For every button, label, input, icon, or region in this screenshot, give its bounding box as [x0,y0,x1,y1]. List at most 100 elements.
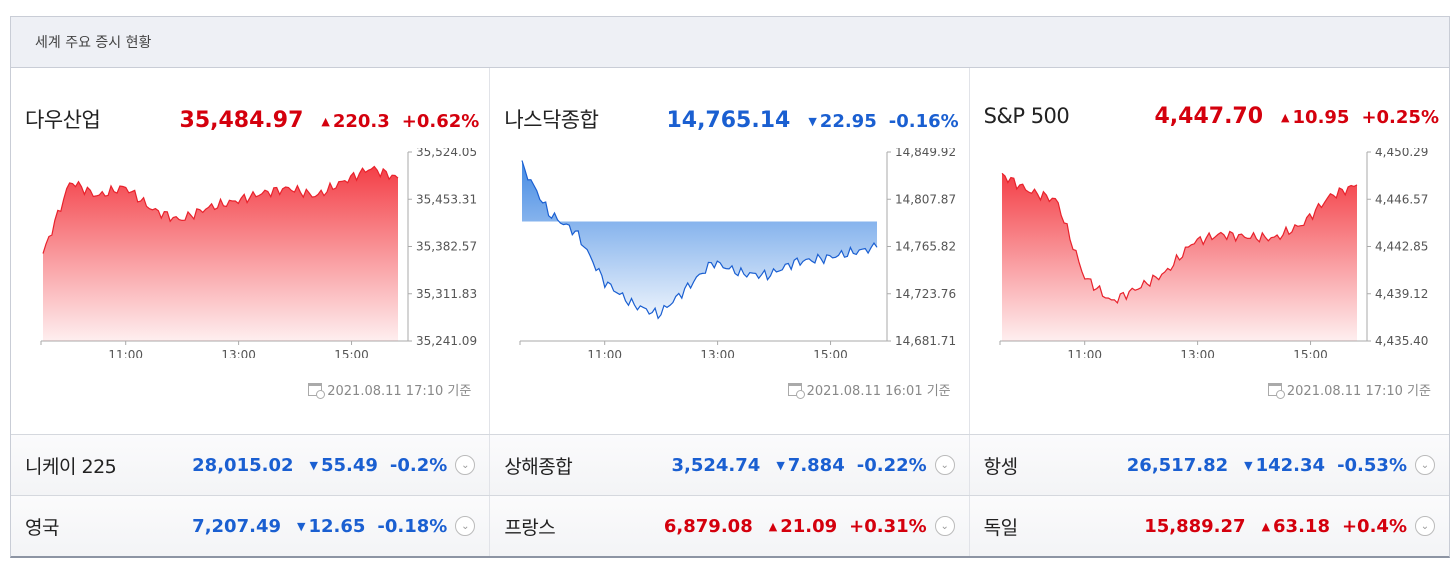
index-row: 영국 7,207.49 ▼ 12.65 -0.18% ⌄ 프랑스 6,879.08… [11,496,1449,556]
index-change: ▼ 142.34 [1244,454,1326,476]
index-value: 14,765.14 [666,108,791,133]
panel-header: 다우산업 35,484.97 ▲ 220.3 +0.62% [25,104,479,134]
x-tick-label: 11:00 [1067,348,1102,358]
arrow-up-icon: ▲ [1281,111,1290,124]
index-value: 26,517.82 [1126,454,1229,476]
index-change: ▼ 7.884 [776,454,845,476]
index-name: 상해종합 [504,455,573,478]
timestamp: 2021.08.11 16:01 기준 [787,380,951,399]
index-value: 3,524.74 [671,454,761,476]
index-item-uk[interactable]: 영국 7,207.49 ▼ 12.65 -0.18% ⌄ [11,496,491,556]
index-change: ▼ 12.65 [297,515,366,537]
index-rate: +0.25% [1361,107,1439,128]
series-line [521,160,878,320]
index-name: 프랑스 [504,516,556,539]
index-item-germany[interactable]: 독일 15,889.27 ▲ 63.18 +0.4% ⌄ [969,496,1449,556]
index-rate: -0.2% [389,454,448,476]
widget-header: 세계 주요 증시 현황 [11,17,1449,68]
y-tick-label: 4,435.40 [1375,334,1428,348]
y-tick-label: 14,807.87 [895,192,956,206]
arrow-down-icon: ▼ [776,458,785,472]
arrow-down-icon: ▼ [297,519,306,533]
y-tick-label: 14,681.71 [895,334,956,348]
index-value: 4,447.70 [1154,104,1264,129]
index-rate: -0.16% [888,111,959,132]
index-change: ▼ 55.49 [309,454,378,476]
chevron-down-icon[interactable]: ⌄ [934,516,955,536]
series-area [43,166,398,341]
arrow-up-icon: ▲ [321,115,330,128]
world-indices-widget: 세계 주요 증시 현황 다우산업 35,484.97 ▲ 220.3 +0.62%… [10,16,1450,558]
y-tick-label: 14,723.76 [895,287,956,301]
arrow-up-icon: ▲ [1261,519,1271,533]
index-value: 7,207.49 [192,515,281,537]
index-panel-dow[interactable]: 다우산업 35,484.97 ▲ 220.3 +0.62% 35,524.05 35… [11,68,491,434]
chevron-down-icon[interactable]: ⌄ [455,516,476,536]
timestamp: 2021.08.11 17:10 기준 [308,380,471,399]
y-tick-label: 35,241.09 [416,334,477,348]
x-tick-label: 13:00 [1180,348,1215,358]
chevron-down-icon[interactable]: ⌄ [934,455,955,475]
y-tick-label: 35,453.31 [416,192,477,206]
index-name: 항셍 [983,455,1018,478]
arrow-up-icon: ▲ [768,519,778,533]
index-panel-nasdaq[interactable]: 나스닥종합 14,765.14 ▼ 22.95 -0.16% 14,849.92 1… [490,68,970,434]
index-rate: -0.53% [1337,454,1407,476]
index-change: ▼ 22.95 [808,111,877,132]
series-line [1001,172,1357,305]
index-chart: 35,524.05 35,453.31 35,382.57 35,311.83 35,2… [40,148,477,358]
index-name: 니케이 225 [25,455,117,478]
index-name: S&P 500 [983,104,1070,128]
chevron-down-icon[interactable]: ⌄ [455,455,476,475]
x-tick-label: 11:00 [588,348,623,358]
panel-header: S&P 500 4,447.70 ▲ 10.95 +0.25% [984,104,1439,129]
index-row: 니케이 225 28,015.02 ▼ 55.49 -0.2% ⌄ 상해종합 3,… [11,435,1449,496]
index-rate: -0.22% [856,454,927,476]
index-chart: 14,849.92 14,807.87 14,765.82 14,723.76 14,6… [519,148,956,358]
widget-title: 세계 주요 증시 현황 [35,35,152,51]
series-area [1001,173,1357,341]
index-rate: +0.62% [401,111,480,132]
index-name: 나스닥종합 [504,108,599,132]
index-name: 다우산업 [25,108,101,132]
y-tick-label: 35,311.83 [416,287,477,301]
y-tick-label: 35,382.57 [416,240,477,254]
index-value: 6,879.08 [663,515,753,537]
arrow-down-icon: ▼ [309,458,318,472]
calendar-clock-icon [787,383,805,399]
index-list: 니케이 225 28,015.02 ▼ 55.49 -0.2% ⌄ 상해종합 3,… [11,435,1449,556]
y-tick-label: 4,442.85 [1375,240,1428,254]
index-change: ▲ 63.18 [1261,515,1330,537]
timestamp: 2021.08.11 17:10 기준 [1267,380,1431,399]
x-tick-label: 15:00 [1293,348,1328,358]
index-name: 독일 [983,516,1018,539]
index-item-nikkei[interactable]: 니케이 225 28,015.02 ▼ 55.49 -0.2% ⌄ [11,435,491,495]
series-area [522,160,878,319]
index-name: 영국 [25,516,59,539]
series-line [42,165,399,254]
chevron-down-icon[interactable]: ⌄ [1414,455,1435,475]
x-tick-label: 13:00 [701,348,736,358]
index-item-shanghai[interactable]: 상해종합 3,524.74 ▼ 7.884 -0.22% ⌄ [490,435,970,495]
index-change: ▲ 10.95 [1281,107,1350,128]
chevron-down-icon[interactable]: ⌄ [1414,516,1435,536]
panel-header: 나스닥종합 14,765.14 ▼ 22.95 -0.16% [504,104,958,134]
y-tick-label: 14,765.82 [895,240,956,254]
index-rate: +0.4% [1341,515,1407,537]
y-tick-label: 14,849.92 [895,148,956,159]
arrow-down-icon: ▼ [1244,458,1253,472]
x-tick-label: 15:00 [334,348,369,358]
calendar-clock-icon [1267,383,1285,399]
index-item-france[interactable]: 프랑스 6,879.08 ▲ 21.09 +0.31% ⌄ [490,496,970,556]
y-tick-label: 35,524.05 [416,148,477,159]
index-panel-sp500[interactable]: S&P 500 4,447.70 ▲ 10.95 +0.25% 4,450.29 4… [970,68,1449,434]
index-rate: +0.31% [849,515,927,537]
calendar-clock-icon [308,383,326,399]
index-change: ▲ 220.3 [321,111,390,132]
arrow-down-icon: ▼ [808,115,817,128]
index-rate: -0.18% [377,515,448,537]
index-value: 15,889.27 [1144,515,1246,537]
index-item-hangseng[interactable]: 항셍 26,517.82 ▼ 142.34 -0.53% ⌄ [969,435,1449,495]
y-tick-label: 4,439.12 [1375,287,1428,301]
index-change: ▲ 21.09 [768,515,838,537]
